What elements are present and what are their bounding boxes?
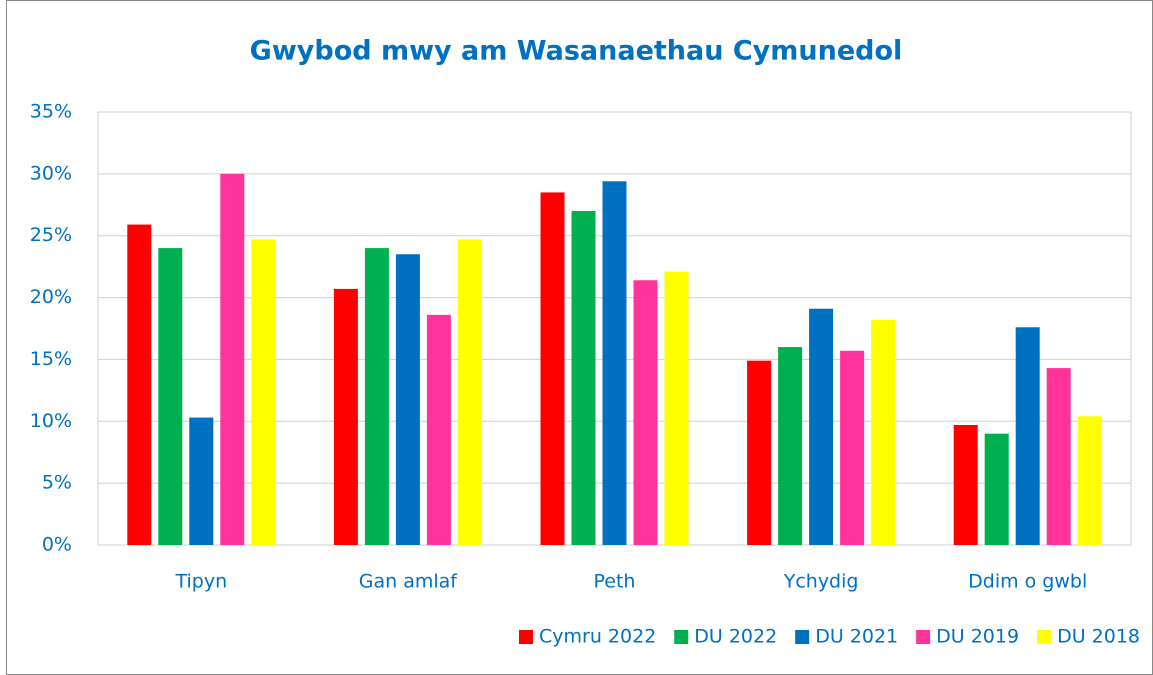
bar — [664, 271, 689, 545]
bar — [809, 308, 834, 545]
bar — [1077, 416, 1102, 545]
bar — [540, 192, 565, 545]
bar — [395, 254, 420, 545]
legend-label: DU 2018 — [1057, 626, 1140, 648]
bar — [158, 248, 183, 546]
bar — [220, 173, 245, 545]
bar — [778, 347, 803, 545]
bar — [871, 319, 896, 545]
legend-swatch — [1037, 630, 1052, 644]
legend-label: DU 2021 — [815, 626, 898, 648]
bar — [984, 433, 1009, 545]
bar — [127, 224, 152, 545]
y-tick-label: 30% — [30, 162, 72, 184]
bar — [251, 239, 276, 545]
bar — [571, 210, 596, 545]
y-tick-label: 5% — [42, 472, 72, 494]
legend-swatch — [795, 630, 810, 644]
y-tick-label: 35% — [30, 101, 72, 123]
legend-label: DU 2019 — [936, 626, 1019, 648]
bar — [953, 424, 978, 545]
chart-title: Gwybod mwy am Wasanaethau Cymunedol — [250, 36, 903, 67]
y-tick-label: 20% — [30, 286, 72, 308]
bar — [333, 288, 358, 545]
bar — [426, 314, 451, 545]
bar — [602, 181, 627, 545]
bar — [457, 239, 482, 545]
legend-swatch — [518, 630, 533, 644]
legend-swatch — [674, 630, 689, 644]
legend-label: DU 2022 — [694, 626, 777, 648]
bar — [633, 280, 658, 545]
legend-label: Cymru 2022 — [539, 626, 656, 648]
x-tick-label: Gan amlaf — [359, 571, 459, 593]
legend-swatch — [916, 630, 931, 644]
y-tick-label: 15% — [30, 348, 72, 370]
bar — [364, 248, 389, 546]
x-tick-label: Ychydig — [783, 571, 859, 593]
bar — [747, 360, 772, 545]
x-tick-label: Ddim o gwbl — [968, 571, 1087, 593]
x-tick-label: Peth — [594, 571, 636, 593]
bar — [840, 350, 865, 545]
bar — [1015, 327, 1040, 545]
y-tick-label: 25% — [30, 224, 72, 246]
y-tick-label: 10% — [30, 410, 72, 432]
bar — [1046, 368, 1071, 545]
y-tick-label: 0% — [42, 534, 72, 556]
bar — [189, 417, 214, 545]
x-tick-label: Tipyn — [174, 571, 227, 593]
